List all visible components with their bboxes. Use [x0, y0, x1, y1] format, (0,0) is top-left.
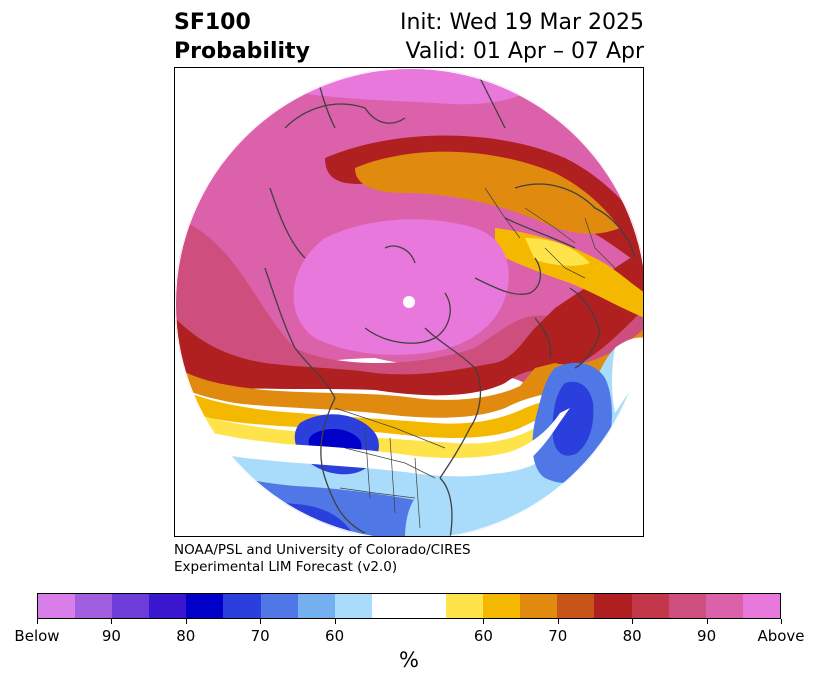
colorbar-unit: % — [399, 648, 419, 672]
credit: NOAA/PSL and University of Colorado/CIRE… — [174, 542, 471, 576]
colorbar-tick-label: 90 — [697, 627, 717, 645]
above-high-area — [175, 68, 643, 365]
below-dark-area-east — [552, 381, 594, 456]
colorbar-segment — [297, 594, 335, 618]
colorbar-segment — [38, 594, 76, 618]
colorbar — [37, 593, 781, 619]
north-pole-hole — [403, 296, 415, 308]
colorbar-tickmark — [706, 619, 708, 624]
map-panel — [174, 67, 644, 537]
colorbar-tickmark — [483, 619, 485, 624]
above-yellow-patch-east — [525, 238, 590, 266]
colorbar-segment — [112, 594, 150, 618]
map-title: SF100 Probability — [174, 8, 310, 66]
colorbar-tick-label: 90 — [101, 627, 121, 645]
colorbar-tickmark — [632, 619, 634, 624]
title-probability: Probability — [174, 39, 310, 64]
credit-line-1: NOAA/PSL and University of Colorado/CIRE… — [174, 542, 471, 558]
colorbar-segment — [705, 594, 743, 618]
colorbar-segment — [557, 594, 595, 618]
colorbar-tickmark — [260, 619, 262, 624]
colorbar-tickmark — [37, 619, 38, 624]
colorbar-tick-label: 80 — [176, 627, 196, 645]
colorbar-tickmark — [557, 619, 559, 624]
colorbar-tick-label: 70 — [548, 627, 568, 645]
neutral-gap — [175, 408, 570, 477]
colorbar-tickmark — [111, 619, 113, 624]
colorbar-segment — [75, 594, 113, 618]
colorbar-segment — [594, 594, 632, 618]
colorbar-segment — [520, 594, 558, 618]
colorbar-tick-label: 70 — [250, 627, 270, 645]
colorbar-tickmark — [781, 619, 782, 624]
forecast-dates: Init: Wed 19 Mar 2025 Valid: 01 Apr – 07… — [400, 8, 644, 66]
political-borders — [334, 187, 616, 529]
colorbar-tick-label: 80 — [622, 627, 642, 645]
probability-map — [175, 68, 643, 536]
colorbar-tickmark — [334, 619, 336, 624]
colorbar-segment — [334, 594, 372, 618]
colorbar-segment — [186, 594, 224, 618]
above-orange-band-upper — [355, 151, 620, 234]
colorbar-tick-label: 60 — [473, 627, 493, 645]
above-red-band-lower — [175, 248, 643, 396]
colorbar-tick-label: Below — [14, 627, 60, 645]
colorbar-segment — [668, 594, 706, 618]
valid-date: Valid: 01 Apr – 07 Apr — [405, 39, 645, 64]
colorbar-tickmark — [185, 619, 187, 624]
colorbar-tick-label: 60 — [325, 627, 345, 645]
colorbar-segment — [371, 594, 409, 618]
colorbar-segment — [483, 594, 521, 618]
above-yellow-band-lower — [175, 360, 643, 438]
colorbar-segment — [149, 594, 187, 618]
credit-line-2: Experimental LIM Forecast (v2.0) — [174, 559, 398, 575]
disk-edge — [175, 68, 643, 536]
above-light-yellow-band — [175, 383, 643, 464]
colorbar-segment — [223, 594, 261, 618]
colorbar-segment — [631, 594, 669, 618]
forecast-field — [175, 68, 643, 536]
above-orange-band-lower — [175, 328, 643, 418]
above-max-core — [293, 219, 509, 355]
colorbar-segment — [408, 594, 447, 618]
title-sf100: SF100 — [174, 10, 251, 35]
neutral-gap-east — [612, 337, 643, 413]
colorbar-segment — [260, 594, 298, 618]
init-date: Init: Wed 19 Mar 2025 — [399, 10, 644, 35]
colorbar-segment — [742, 594, 780, 618]
colorbar-segment — [446, 594, 484, 618]
colorbar-tick-label: Above — [757, 627, 805, 645]
